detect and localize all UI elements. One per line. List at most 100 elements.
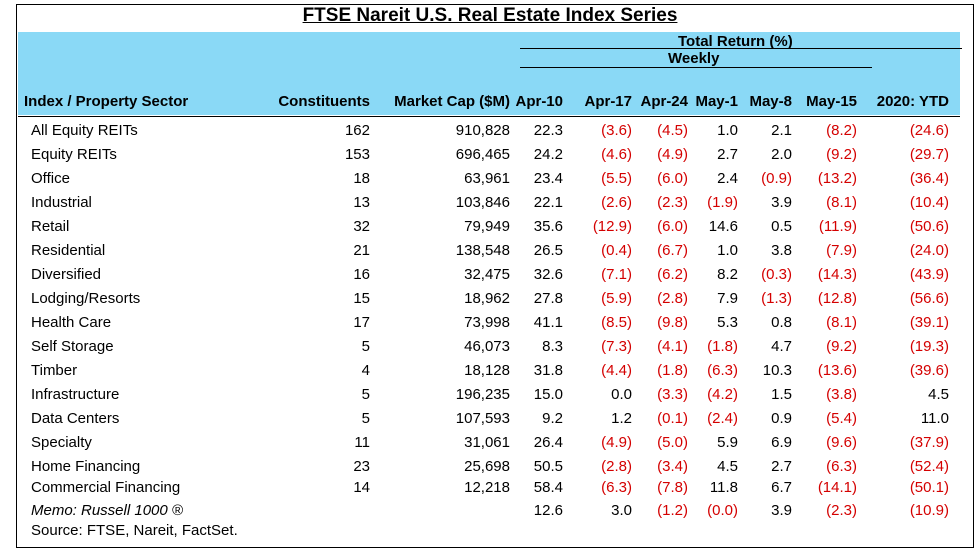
- row-label: Data Centers: [31, 410, 120, 427]
- return-cell: 14.6: [708, 218, 738, 235]
- row-label: Timber: [31, 362, 78, 379]
- row-label: Office: [31, 170, 70, 187]
- col-header-market-cap: Market Cap ($M): [394, 93, 510, 110]
- return-cell: (19.3): [909, 338, 949, 355]
- return-cell: 9.2: [542, 410, 563, 427]
- row-label: Diversified: [31, 266, 102, 283]
- header-bottom-rule: [18, 116, 960, 117]
- col-header-sector: Index / Property Sector: [24, 93, 189, 110]
- market-cap-cell: 12,218: [464, 479, 510, 496]
- row-label: Self Storage: [31, 338, 114, 355]
- return-cell: (39.6): [909, 362, 949, 379]
- market-cap-cell: 696,465: [455, 146, 510, 163]
- col-header-may-15: May-15: [806, 93, 857, 110]
- constituents-cell: 17: [353, 314, 370, 331]
- return-cell: (13.2): [817, 170, 857, 187]
- constituents-cell: 18: [353, 170, 370, 187]
- return-cell: (9.2): [826, 338, 857, 355]
- return-cell: (9.8): [657, 314, 688, 331]
- return-cell: (0.9): [761, 170, 792, 187]
- return-cell: (6.2): [657, 266, 688, 283]
- return-cell: (7.3): [601, 338, 632, 355]
- row-label: Memo: Russell 1000 ®: [31, 502, 183, 519]
- return-cell: (36.4): [909, 170, 949, 187]
- market-cap-cell: 910,828: [455, 122, 510, 139]
- constituents-cell: 153: [344, 146, 370, 163]
- constituents-cell: 5: [361, 410, 370, 427]
- market-cap-cell: 103,846: [455, 194, 510, 211]
- return-cell: (12.8): [817, 290, 857, 307]
- row-label: Lodging/Resorts: [31, 290, 141, 307]
- market-cap-cell: 18,128: [464, 362, 510, 379]
- market-cap-cell: 196,235: [455, 386, 510, 403]
- market-cap-cell: 18,962: [464, 290, 510, 307]
- return-cell: 5.3: [717, 314, 738, 331]
- return-cell: 0.8: [771, 314, 792, 331]
- col-header-apr-24: Apr-24: [640, 93, 688, 110]
- return-cell: 6.7: [771, 479, 792, 496]
- return-cell: (8.2): [826, 122, 857, 139]
- return-cell: (1.2): [657, 502, 688, 519]
- constituents-cell: 21: [353, 242, 370, 259]
- return-cell: (24.0): [909, 242, 949, 259]
- return-cell: 22.3: [533, 122, 563, 139]
- weekly-header: Weekly: [668, 50, 720, 67]
- col-header-apr-17: Apr-17: [584, 93, 632, 110]
- constituents-cell: 15: [353, 290, 370, 307]
- market-cap-cell: 46,073: [464, 338, 510, 355]
- market-cap-cell: 32,475: [464, 266, 510, 283]
- row-label: Industrial: [31, 194, 92, 211]
- market-cap-cell: 79,949: [464, 218, 510, 235]
- return-cell: (7.1): [601, 266, 632, 283]
- return-cell: (4.1): [657, 338, 688, 355]
- constituents-cell: 13: [353, 194, 370, 211]
- return-cell: (4.4): [601, 362, 632, 379]
- return-cell: (14.3): [817, 266, 857, 283]
- return-cell: 3.9: [771, 502, 792, 519]
- return-cell: (14.1): [817, 479, 857, 496]
- return-cell: (12.9): [592, 218, 632, 235]
- return-cell: 35.6: [533, 218, 563, 235]
- return-cell: (4.9): [657, 146, 688, 163]
- return-cell: 3.9: [771, 194, 792, 211]
- return-cell: 0.0: [611, 386, 632, 403]
- row-label: Specialty: [31, 434, 92, 451]
- return-cell: (2.8): [657, 290, 688, 307]
- return-cell: 8.2: [717, 266, 738, 283]
- return-cell: (6.3): [707, 362, 738, 379]
- return-cell: (5.9): [601, 290, 632, 307]
- return-cell: 12.6: [533, 502, 563, 519]
- return-cell: 50.5: [533, 458, 563, 475]
- return-cell: (24.6): [909, 122, 949, 139]
- return-cell: 3.0: [611, 502, 632, 519]
- return-cell: (0.1): [657, 410, 688, 427]
- constituents-cell: 11: [354, 434, 370, 451]
- return-cell: (50.1): [909, 479, 949, 496]
- return-cell: 1.5: [771, 386, 792, 403]
- return-cell: (3.6): [601, 122, 632, 139]
- return-cell: 23.4: [533, 170, 563, 187]
- return-cell: 41.1: [533, 314, 563, 331]
- return-cell: (5.5): [601, 170, 632, 187]
- return-cell: (52.4): [909, 458, 949, 475]
- return-cell: 7.9: [717, 290, 738, 307]
- table-frame: [16, 4, 974, 548]
- return-cell: (4.2): [707, 386, 738, 403]
- return-cell: (3.4): [657, 458, 688, 475]
- constituents-cell: 5: [361, 386, 370, 403]
- return-cell: (2.4): [707, 410, 738, 427]
- return-cell: 2.4: [717, 170, 738, 187]
- return-cell: (39.1): [909, 314, 949, 331]
- return-cell: 10.3: [762, 362, 792, 379]
- return-cell: (10.4): [909, 194, 949, 211]
- market-cap-cell: 63,961: [464, 170, 510, 187]
- return-cell: 2.0: [771, 146, 792, 163]
- return-cell: 2.7: [717, 146, 738, 163]
- col-header-apr-10: Apr-10: [515, 93, 563, 110]
- return-cell: (9.2): [826, 146, 857, 163]
- return-cell: (1.9): [707, 194, 738, 211]
- return-cell: (2.8): [601, 458, 632, 475]
- return-cell: 31.8: [533, 362, 563, 379]
- return-cell: 27.8: [533, 290, 563, 307]
- header-band: [18, 32, 960, 115]
